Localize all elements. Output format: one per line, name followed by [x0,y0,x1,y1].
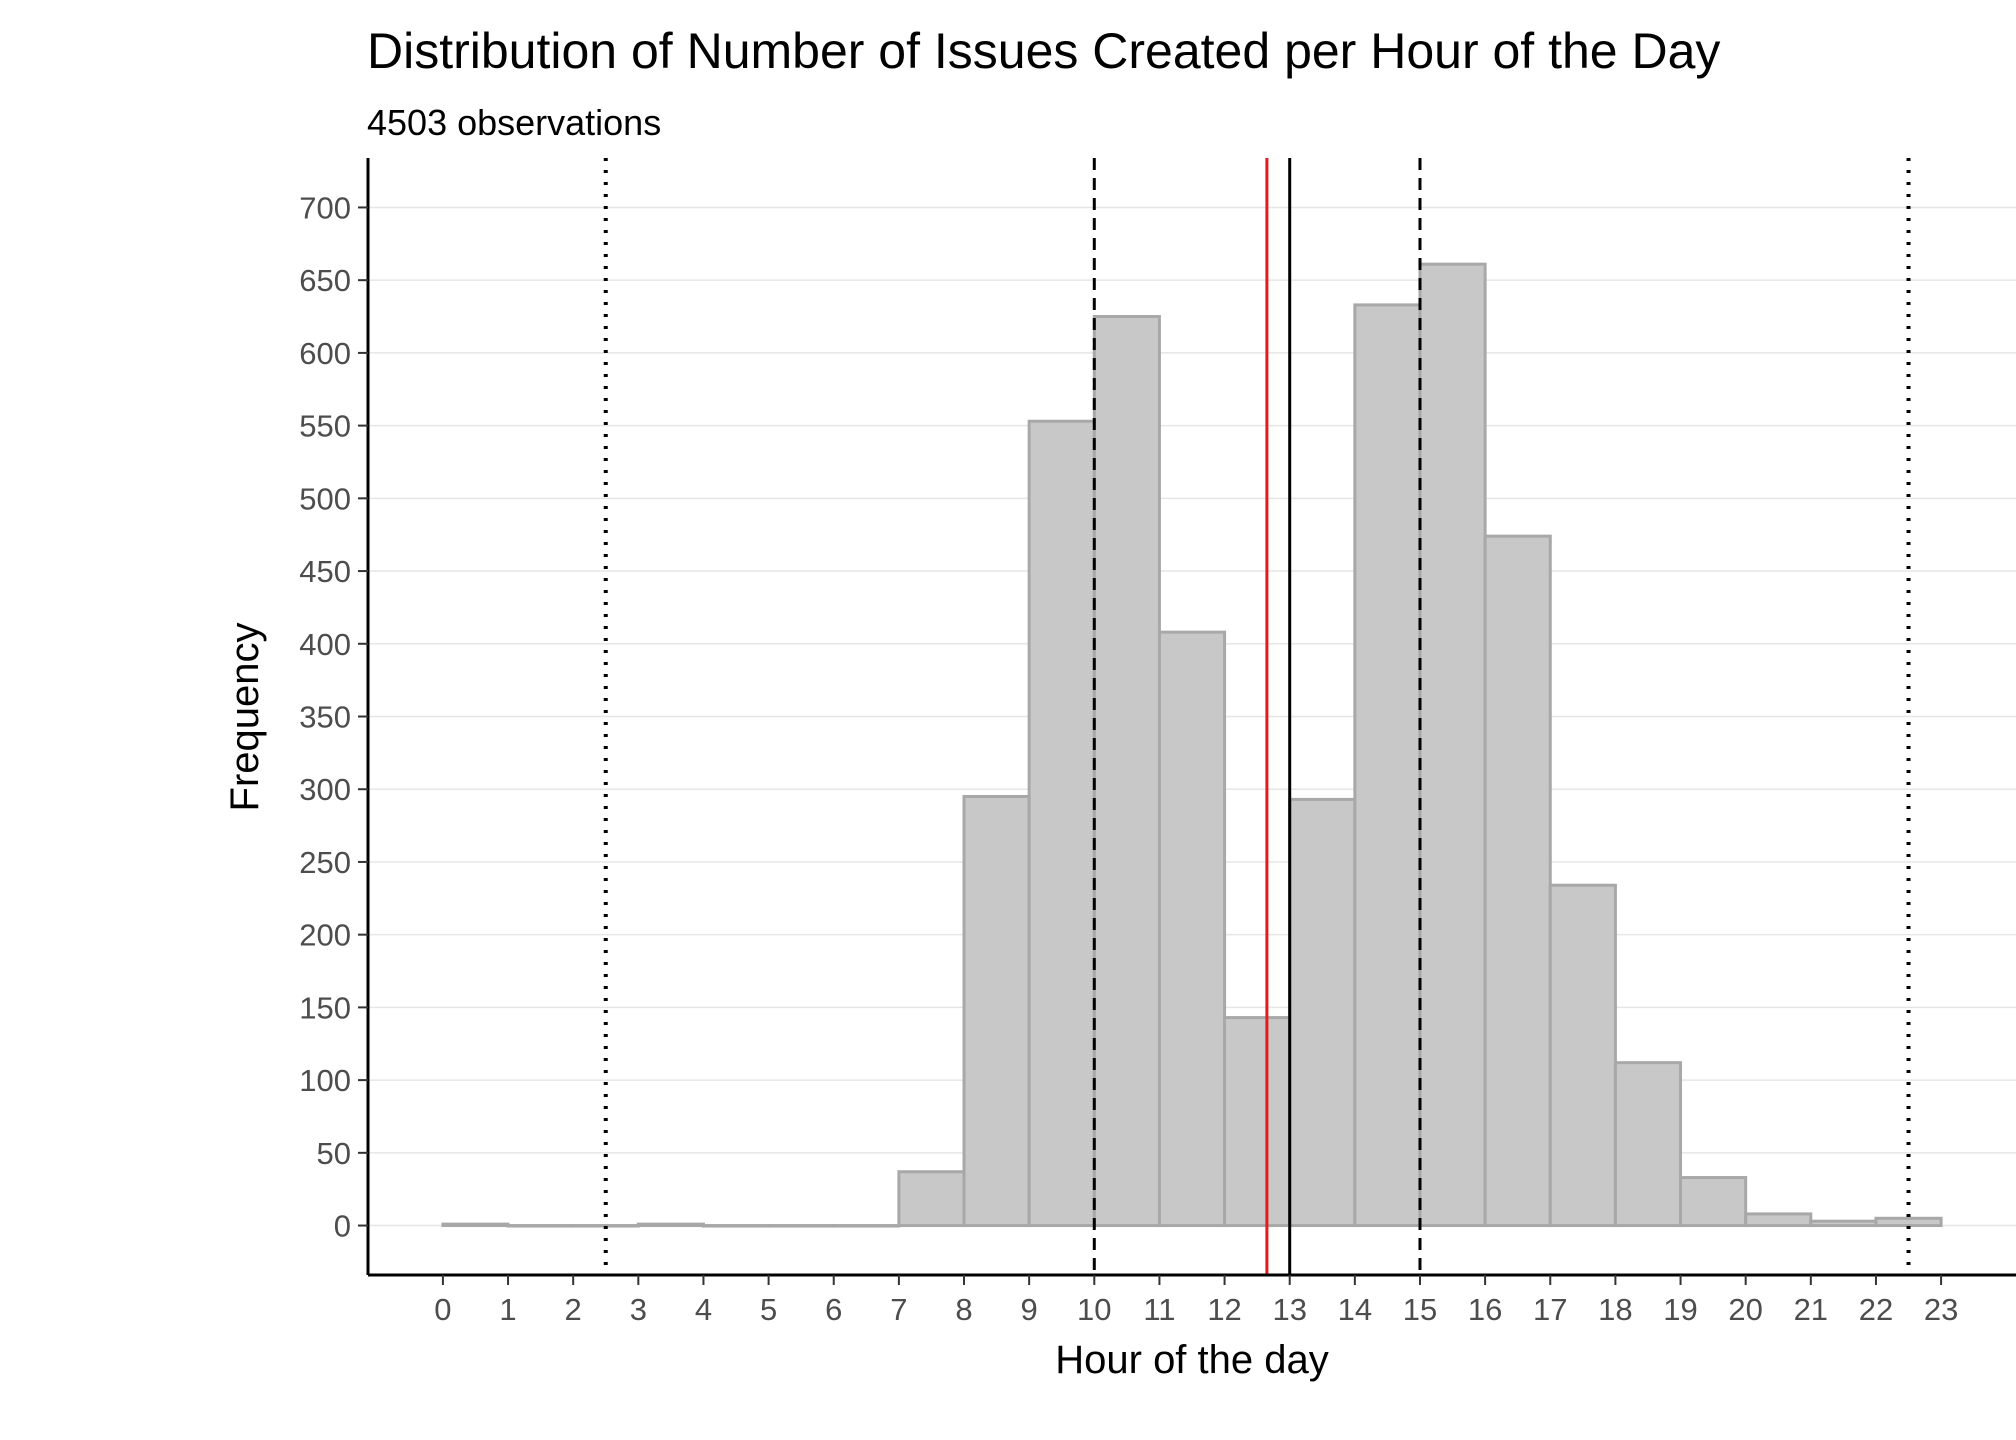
x-tick-label-11: 11 [1143,1292,1175,1327]
histogram-bar-19 [1679,1176,1748,1228]
x-tick-label-13: 13 [1272,1292,1306,1327]
y-tick-label-450: 450 [299,554,351,589]
y-tick-label-600: 600 [299,336,351,371]
x-tick-label-20: 20 [1728,1292,1762,1327]
histogram-bar-14 [1353,303,1422,1228]
y-tick-label-550: 550 [299,409,351,444]
histogram-bar-21 [1809,1219,1878,1228]
histogram-bar-8 [962,794,1031,1228]
x-tick-label-22: 22 [1859,1292,1893,1327]
y-tick-label-100: 100 [299,1063,351,1098]
histogram-bar-4 [701,1224,771,1228]
x-tick-label-1: 1 [499,1292,516,1327]
y-tick-label-500: 500 [299,481,351,516]
histogram-bars [441,262,1943,1228]
y-tick-label-150: 150 [299,990,351,1025]
chart-title: Distribution of Number of Issues Created… [367,23,1721,79]
x-tick-label-5: 5 [760,1292,777,1327]
histogram-bar-22 [1874,1216,1943,1228]
histogram-bar-0 [441,1222,510,1228]
histogram-bar-5 [767,1224,836,1228]
x-tick-label-16: 16 [1468,1292,1502,1327]
chart-subtitle: 4503 observations [367,102,662,143]
y-tick-label-0: 0 [334,1209,351,1244]
x-tick-label-19: 19 [1663,1292,1697,1327]
x-tick-label-12: 12 [1207,1292,1241,1327]
x-tick-label-9: 9 [1021,1292,1038,1327]
histogram-bar-1 [506,1224,575,1228]
y-tick-label-400: 400 [299,627,351,662]
histogram-bar-16 [1483,534,1552,1228]
x-tick-label-3: 3 [630,1292,647,1327]
x-tick-label-2: 2 [565,1292,582,1327]
y-tick-label-250: 250 [299,845,351,880]
x-axis-title: Hour of the day [1055,1338,1329,1382]
axis-ticks: 0501001502002503003504004505005506006507… [299,190,1958,1327]
histogram-bar-18 [1613,1061,1683,1228]
reference-lines [603,158,1911,1275]
y-axis-title: Frequency [223,623,267,812]
histogram-bar-10 [1092,315,1161,1228]
histogram-bar-7 [897,1170,966,1228]
y-tick-label-300: 300 [299,772,351,807]
x-tick-label-14: 14 [1338,1292,1372,1327]
histogram-bar-12 [1223,1016,1292,1228]
histogram-bar-3 [636,1222,705,1228]
x-tick-label-10: 10 [1077,1292,1111,1327]
x-tick-label-6: 6 [825,1292,842,1327]
y-tick-label-200: 200 [299,918,351,953]
histogram-bar-13 [1288,797,1357,1228]
x-tick-label-17: 17 [1533,1292,1567,1327]
histogram-bar-6 [832,1224,901,1228]
histogram-bar-9 [1027,419,1096,1228]
x-tick-label-21: 21 [1794,1292,1828,1327]
x-tick-label-7: 7 [890,1292,907,1327]
x-tick-label-4: 4 [695,1292,712,1327]
histogram-bar-17 [1548,883,1617,1228]
y-tick-label-50: 50 [317,1136,351,1171]
x-tick-label-23: 23 [1924,1292,1958,1327]
y-tick-label-650: 650 [299,263,351,298]
x-tick-label-18: 18 [1598,1292,1632,1327]
x-tick-label-15: 15 [1403,1292,1437,1327]
x-tick-label-8: 8 [955,1292,972,1327]
histogram-bar-11 [1157,630,1227,1228]
y-tick-label-700: 700 [299,190,351,225]
x-tick-label-0: 0 [434,1292,451,1327]
histogram-bar-15 [1418,262,1487,1228]
y-tick-label-350: 350 [299,700,351,735]
histogram-bar-20 [1744,1212,1813,1228]
histogram-bar-2 [571,1224,640,1228]
